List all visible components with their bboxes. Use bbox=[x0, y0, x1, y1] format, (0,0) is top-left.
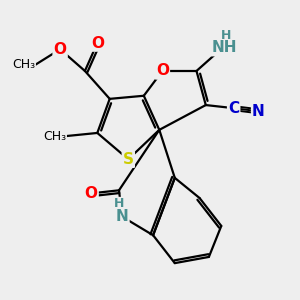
Text: S: S bbox=[123, 152, 134, 167]
Text: N: N bbox=[252, 104, 265, 119]
Text: H: H bbox=[221, 28, 231, 41]
Text: O: O bbox=[85, 186, 98, 201]
Text: H: H bbox=[114, 197, 124, 210]
Text: CH₃: CH₃ bbox=[43, 130, 66, 142]
Text: NH: NH bbox=[212, 40, 237, 55]
Text: O: O bbox=[91, 36, 104, 51]
Text: O: O bbox=[54, 42, 67, 57]
Text: CH₃: CH₃ bbox=[12, 58, 35, 71]
Text: O: O bbox=[156, 64, 169, 79]
Text: N: N bbox=[116, 209, 128, 224]
Text: C: C bbox=[228, 101, 239, 116]
